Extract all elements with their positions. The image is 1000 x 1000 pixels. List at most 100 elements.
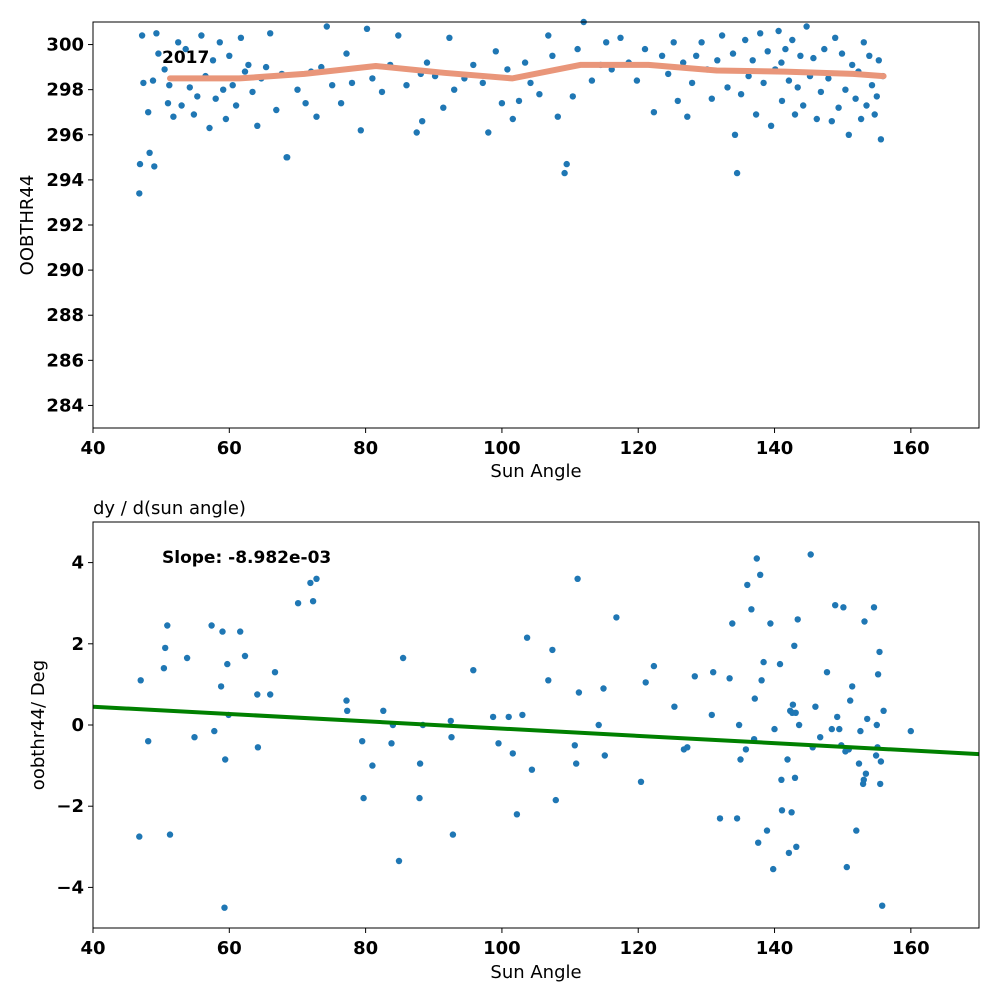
data-point bbox=[745, 72, 752, 80]
data-point bbox=[828, 725, 835, 733]
data-point bbox=[222, 756, 229, 763]
data-point bbox=[698, 39, 705, 46]
data-point bbox=[449, 831, 457, 838]
data-point bbox=[875, 57, 882, 64]
data-point bbox=[209, 57, 217, 64]
data-point bbox=[879, 902, 886, 909]
data-point bbox=[742, 746, 750, 753]
x-tick-label: 140 bbox=[756, 938, 794, 959]
data-point bbox=[302, 100, 309, 107]
data-point bbox=[864, 715, 871, 723]
data-point bbox=[262, 63, 270, 71]
data-point bbox=[224, 660, 231, 668]
data-point bbox=[742, 36, 749, 44]
data-point bbox=[166, 831, 174, 838]
data-point bbox=[216, 39, 223, 46]
data-point bbox=[794, 84, 801, 91]
data-point bbox=[323, 23, 330, 30]
data-point bbox=[294, 86, 301, 93]
data-point bbox=[446, 34, 453, 41]
data-point bbox=[718, 32, 726, 39]
data-point bbox=[569, 93, 576, 100]
data-point bbox=[828, 118, 835, 125]
data-point bbox=[866, 52, 873, 59]
data-point bbox=[771, 725, 778, 733]
data-point bbox=[521, 59, 529, 66]
data-point bbox=[752, 111, 760, 118]
data-point bbox=[145, 109, 152, 116]
data-point bbox=[832, 34, 839, 41]
data-point bbox=[877, 758, 885, 765]
data-point bbox=[178, 102, 185, 109]
data-point bbox=[588, 77, 596, 84]
data-point bbox=[519, 711, 526, 719]
data-point bbox=[763, 827, 771, 834]
data-point bbox=[571, 742, 578, 749]
data-point bbox=[880, 707, 887, 714]
data-point bbox=[267, 30, 274, 37]
data-point bbox=[731, 131, 739, 138]
data-point bbox=[825, 75, 832, 82]
data-point bbox=[857, 727, 864, 735]
data-point bbox=[855, 760, 863, 767]
data-point bbox=[812, 703, 819, 710]
data-point bbox=[729, 620, 736, 627]
data-point bbox=[284, 154, 291, 161]
data-point bbox=[329, 82, 336, 89]
data-point bbox=[513, 811, 521, 818]
data-point bbox=[254, 744, 262, 751]
top-x-axis-label: Sun Angle bbox=[490, 461, 581, 482]
data-point bbox=[161, 66, 168, 73]
data-point bbox=[842, 86, 849, 93]
x-tick-label: 160 bbox=[892, 938, 930, 959]
data-point bbox=[760, 658, 767, 666]
data-point bbox=[757, 571, 764, 578]
data-point bbox=[764, 48, 771, 55]
data-point bbox=[271, 669, 279, 676]
data-point bbox=[832, 602, 839, 609]
data-point bbox=[536, 91, 543, 98]
data-point bbox=[789, 36, 796, 44]
x-tick-label: 60 bbox=[217, 938, 242, 959]
data-point bbox=[151, 163, 158, 170]
data-point bbox=[575, 689, 583, 696]
data-point bbox=[395, 32, 402, 39]
data-point bbox=[708, 95, 715, 102]
data-point bbox=[853, 827, 860, 834]
data-point bbox=[495, 740, 502, 747]
data-point bbox=[440, 104, 447, 111]
data-point bbox=[758, 677, 765, 684]
data-point bbox=[650, 109, 658, 116]
data-point bbox=[504, 66, 511, 73]
data-point bbox=[348, 79, 356, 87]
data-point bbox=[684, 113, 691, 120]
data-point bbox=[149, 77, 157, 84]
data-point bbox=[140, 79, 147, 87]
data-point bbox=[714, 57, 721, 64]
data-point bbox=[217, 683, 225, 690]
data-point bbox=[876, 648, 883, 656]
data-point bbox=[136, 833, 143, 840]
top-plot-frame bbox=[92, 21, 980, 429]
data-point bbox=[369, 762, 376, 769]
data-point bbox=[710, 669, 717, 676]
data-point bbox=[863, 102, 870, 109]
data-point bbox=[637, 778, 645, 785]
top-y-axis-label: OOBTHR44 bbox=[17, 175, 38, 276]
data-point bbox=[318, 63, 325, 71]
x-tick-label: 40 bbox=[80, 938, 105, 959]
data-point bbox=[343, 50, 350, 57]
data-point bbox=[733, 815, 741, 822]
data-point bbox=[641, 45, 649, 53]
y-tick-label: 294 bbox=[46, 170, 84, 191]
data-point bbox=[254, 122, 261, 129]
data-point bbox=[403, 82, 410, 89]
top-trend-line bbox=[167, 61, 887, 82]
data-point bbox=[813, 115, 820, 123]
data-point bbox=[871, 111, 878, 118]
data-point bbox=[600, 685, 607, 692]
data-point bbox=[778, 59, 785, 66]
data-point bbox=[574, 45, 581, 53]
data-point bbox=[229, 82, 236, 89]
data-point bbox=[573, 760, 580, 767]
